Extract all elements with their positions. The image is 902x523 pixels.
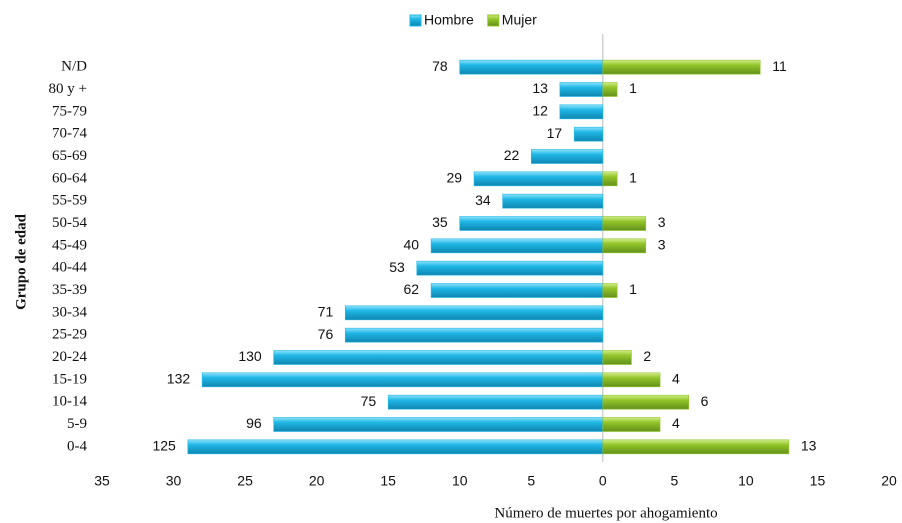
y-tick-label: 70-74 xyxy=(52,126,87,142)
data-label: 78 xyxy=(432,58,448,74)
x-tick-label: 10 xyxy=(738,473,754,489)
y-tick-label: 80 y + xyxy=(49,81,87,97)
y-tick-label: 75-79 xyxy=(52,103,87,119)
bar xyxy=(602,283,618,298)
data-label: 1 xyxy=(629,281,637,297)
data-label: 75 xyxy=(361,393,377,409)
data-label: 12 xyxy=(532,103,548,119)
data-label: 132 xyxy=(167,371,191,387)
bar xyxy=(530,149,604,164)
x-tick-label: 20 xyxy=(881,473,897,489)
y-tick-label: 55-59 xyxy=(52,193,87,209)
bar xyxy=(344,305,604,321)
data-label: 62 xyxy=(404,281,420,297)
legend-swatch xyxy=(487,14,500,27)
data-label: 1 xyxy=(629,170,637,186)
y-tick-label: N/D xyxy=(61,59,87,75)
bar xyxy=(602,59,761,75)
x-tick-label: 20 xyxy=(309,473,325,489)
bar xyxy=(273,350,604,365)
x-tick-label: 0 xyxy=(599,473,607,489)
data-label: 76 xyxy=(318,326,334,342)
bar xyxy=(387,394,604,410)
data-label: 6 xyxy=(701,393,709,409)
y-tick-label: 10-14 xyxy=(52,394,87,410)
legend-label: Hombre xyxy=(424,12,474,28)
data-label: 35 xyxy=(432,214,448,230)
y-tick-label: 45-49 xyxy=(52,237,87,253)
bar xyxy=(573,126,604,142)
data-label: 34 xyxy=(475,192,491,208)
legend-swatch xyxy=(409,14,422,27)
legend-label: Mujer xyxy=(502,12,537,28)
data-label: 40 xyxy=(404,237,420,253)
data-label: 71 xyxy=(318,304,334,320)
data-label: 17 xyxy=(547,125,563,141)
data-label: 4 xyxy=(672,415,680,431)
data-label: 13 xyxy=(801,438,817,454)
x-tick-label: 25 xyxy=(237,473,253,489)
y-tick-label: 50-54 xyxy=(52,215,87,231)
y-tick-label: 5-9 xyxy=(67,416,87,432)
bar xyxy=(344,327,604,343)
y-tick-label: 65-69 xyxy=(52,148,87,164)
y-tick-label: 0-4 xyxy=(67,438,87,454)
x-tick-label: 30 xyxy=(166,473,182,489)
data-label: 53 xyxy=(389,259,405,275)
data-label: 3 xyxy=(658,237,666,253)
bar xyxy=(473,171,604,187)
data-label: 1 xyxy=(629,80,637,96)
x-tick-label: 15 xyxy=(380,473,396,489)
bar xyxy=(602,372,661,388)
data-label: 13 xyxy=(532,80,548,96)
bar xyxy=(416,260,604,276)
bar xyxy=(430,283,604,298)
y-axis-title: Grupo de edad xyxy=(13,213,29,310)
x-axis-title: Número de muertes por ahogamiento xyxy=(494,505,717,521)
x-tick-label: 15 xyxy=(810,473,826,489)
y-tick-label: 40-44 xyxy=(52,260,87,276)
bar xyxy=(459,216,604,231)
bar xyxy=(430,238,604,254)
y-tick-label: 25-29 xyxy=(52,327,87,343)
data-label: 2 xyxy=(643,348,651,364)
bar xyxy=(559,82,604,97)
data-label: 4 xyxy=(672,371,680,387)
y-tick-label: 60-64 xyxy=(52,170,87,186)
y-tick-label: 15-19 xyxy=(52,371,87,387)
x-tick-label: 5 xyxy=(670,473,678,489)
y-tick-label: 35-39 xyxy=(52,282,87,298)
bar xyxy=(559,104,604,120)
data-label: 11 xyxy=(772,58,787,74)
bar xyxy=(602,350,632,365)
x-tick-label: 5 xyxy=(527,473,535,489)
y-tick-label: 20-24 xyxy=(52,349,87,365)
data-label: 22 xyxy=(504,147,520,163)
bar xyxy=(602,82,618,97)
bar xyxy=(602,238,647,254)
bar xyxy=(602,171,618,187)
data-label: 96 xyxy=(246,415,262,431)
bar xyxy=(602,439,790,455)
data-label: 130 xyxy=(238,348,262,364)
bar xyxy=(459,59,604,75)
bar xyxy=(187,439,604,455)
data-label: 29 xyxy=(446,170,462,186)
bar xyxy=(602,216,647,231)
x-tick-label: 10 xyxy=(452,473,468,489)
bar xyxy=(201,372,604,388)
y-tick-label: 30-34 xyxy=(52,304,87,320)
bar xyxy=(273,417,604,432)
data-label: 3 xyxy=(658,214,666,230)
x-tick-label: 35 xyxy=(94,473,110,489)
bar xyxy=(602,417,661,432)
bar xyxy=(502,193,604,209)
bar xyxy=(602,394,689,410)
data-label: 125 xyxy=(152,438,176,454)
